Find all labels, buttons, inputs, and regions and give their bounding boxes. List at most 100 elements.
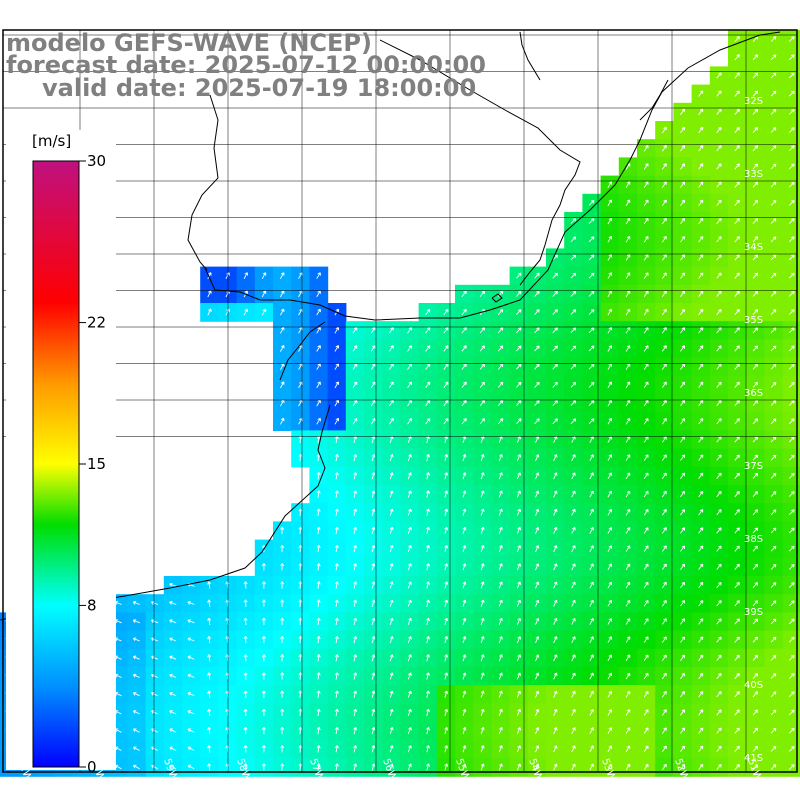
wind-arrow (770, 654, 777, 661)
wind-arrow (389, 472, 394, 480)
wind-arrow (589, 581, 594, 589)
wind-arrow (516, 327, 522, 334)
wind-arrow (734, 418, 740, 425)
wind-arrow (752, 418, 759, 425)
wind-arrow (607, 290, 613, 298)
wind-arrow (316, 745, 321, 753)
wind-arrow (353, 672, 358, 680)
wind-arrow (334, 490, 339, 498)
wind-arrow (716, 236, 722, 243)
wind-arrow (680, 727, 686, 734)
wind-arrow (589, 672, 594, 680)
wind-arrow (698, 509, 704, 516)
wind-arrow (516, 472, 522, 480)
wind-arrow (280, 581, 285, 589)
wind-arrow (661, 272, 667, 279)
wind-arrow (716, 745, 722, 752)
wind-arrow (770, 727, 777, 734)
wind-arrow (625, 581, 631, 589)
wind-arrow (788, 491, 795, 497)
wind-arrow (625, 454, 631, 461)
wind-arrow (187, 637, 195, 642)
wind-arrow (571, 599, 576, 607)
wind-arrow (480, 581, 485, 589)
wind-arrow (353, 544, 358, 553)
wind-arrow (497, 327, 504, 334)
wind-arrow (734, 108, 740, 115)
wind-arrow (788, 272, 795, 279)
wind-arrow (243, 708, 248, 717)
wind-arrow (734, 490, 740, 498)
wind-arrow (535, 508, 540, 516)
wind-arrow (535, 654, 540, 662)
wind-arrow (716, 727, 722, 734)
wind-arrow (353, 708, 358, 717)
wind-arrow (788, 709, 795, 716)
wind-arrow (261, 272, 267, 280)
wind-arrow (443, 418, 449, 425)
wind-arrow (680, 145, 686, 152)
wind-arrow (788, 673, 795, 679)
wind-arrow (516, 617, 522, 625)
wind-arrow (371, 617, 376, 626)
wind-arrow (388, 399, 394, 407)
wind-arrow (734, 327, 740, 334)
wind-arrow (187, 764, 195, 770)
wind-arrow (132, 710, 140, 715)
wind-arrow (770, 290, 777, 297)
wind-arrow (607, 690, 613, 698)
wind-arrow (734, 436, 740, 443)
wind-arrow (169, 710, 177, 715)
wind-arrow (261, 763, 266, 771)
wind-arrow (643, 563, 649, 571)
wind-arrow (698, 254, 704, 261)
wind-arrow (352, 326, 358, 334)
wind-arrow (516, 708, 522, 716)
wind-arrow (770, 454, 777, 461)
wind-arrow (571, 709, 576, 716)
wind-arrow (462, 472, 467, 480)
wind-arrow (553, 599, 558, 607)
wind-arrow (752, 618, 759, 625)
wind-arrow (516, 508, 522, 516)
wind-arrow (788, 527, 795, 534)
wind-arrow (243, 763, 248, 771)
wind-arrow (516, 290, 522, 297)
wind-arrow (516, 745, 522, 753)
wind-arrow (680, 618, 686, 625)
wind-arrow (516, 381, 522, 388)
wind-arrow (661, 727, 667, 734)
wind-arrow (334, 745, 339, 753)
wind-arrow (788, 509, 795, 516)
wind-arrow (280, 763, 285, 771)
wind-arrow (207, 745, 212, 753)
wind-arrow (680, 236, 686, 243)
wind-arrow (625, 417, 631, 425)
wind-arrow (480, 745, 485, 753)
wind-arrow (770, 582, 777, 588)
wind-arrow (734, 472, 740, 479)
wind-arrow (207, 654, 212, 662)
wind-arrow (480, 727, 485, 735)
wind-arrow (498, 745, 503, 753)
wind-arrow (661, 636, 667, 643)
wind-arrow (698, 181, 704, 188)
wind-arrow (407, 745, 412, 753)
wind-arrow (625, 254, 631, 261)
border-brazil-uruguay (379, 39, 581, 286)
wind-arrow (552, 309, 558, 316)
wind-arrow (480, 672, 485, 680)
wind-arrow (770, 618, 777, 625)
wind-arrow (261, 654, 266, 662)
wind-arrow (588, 272, 595, 279)
wind-arrow (407, 563, 412, 571)
wind-arrow (588, 363, 595, 370)
wind-arrow (716, 418, 722, 425)
wind-arrow (680, 600, 686, 607)
wind-arrow (607, 417, 613, 425)
wind-arrow (788, 181, 795, 188)
wind-arrow (752, 199, 759, 206)
wind-arrow (734, 363, 740, 370)
wind-arrow (680, 436, 686, 443)
wind-arrow (752, 509, 759, 516)
